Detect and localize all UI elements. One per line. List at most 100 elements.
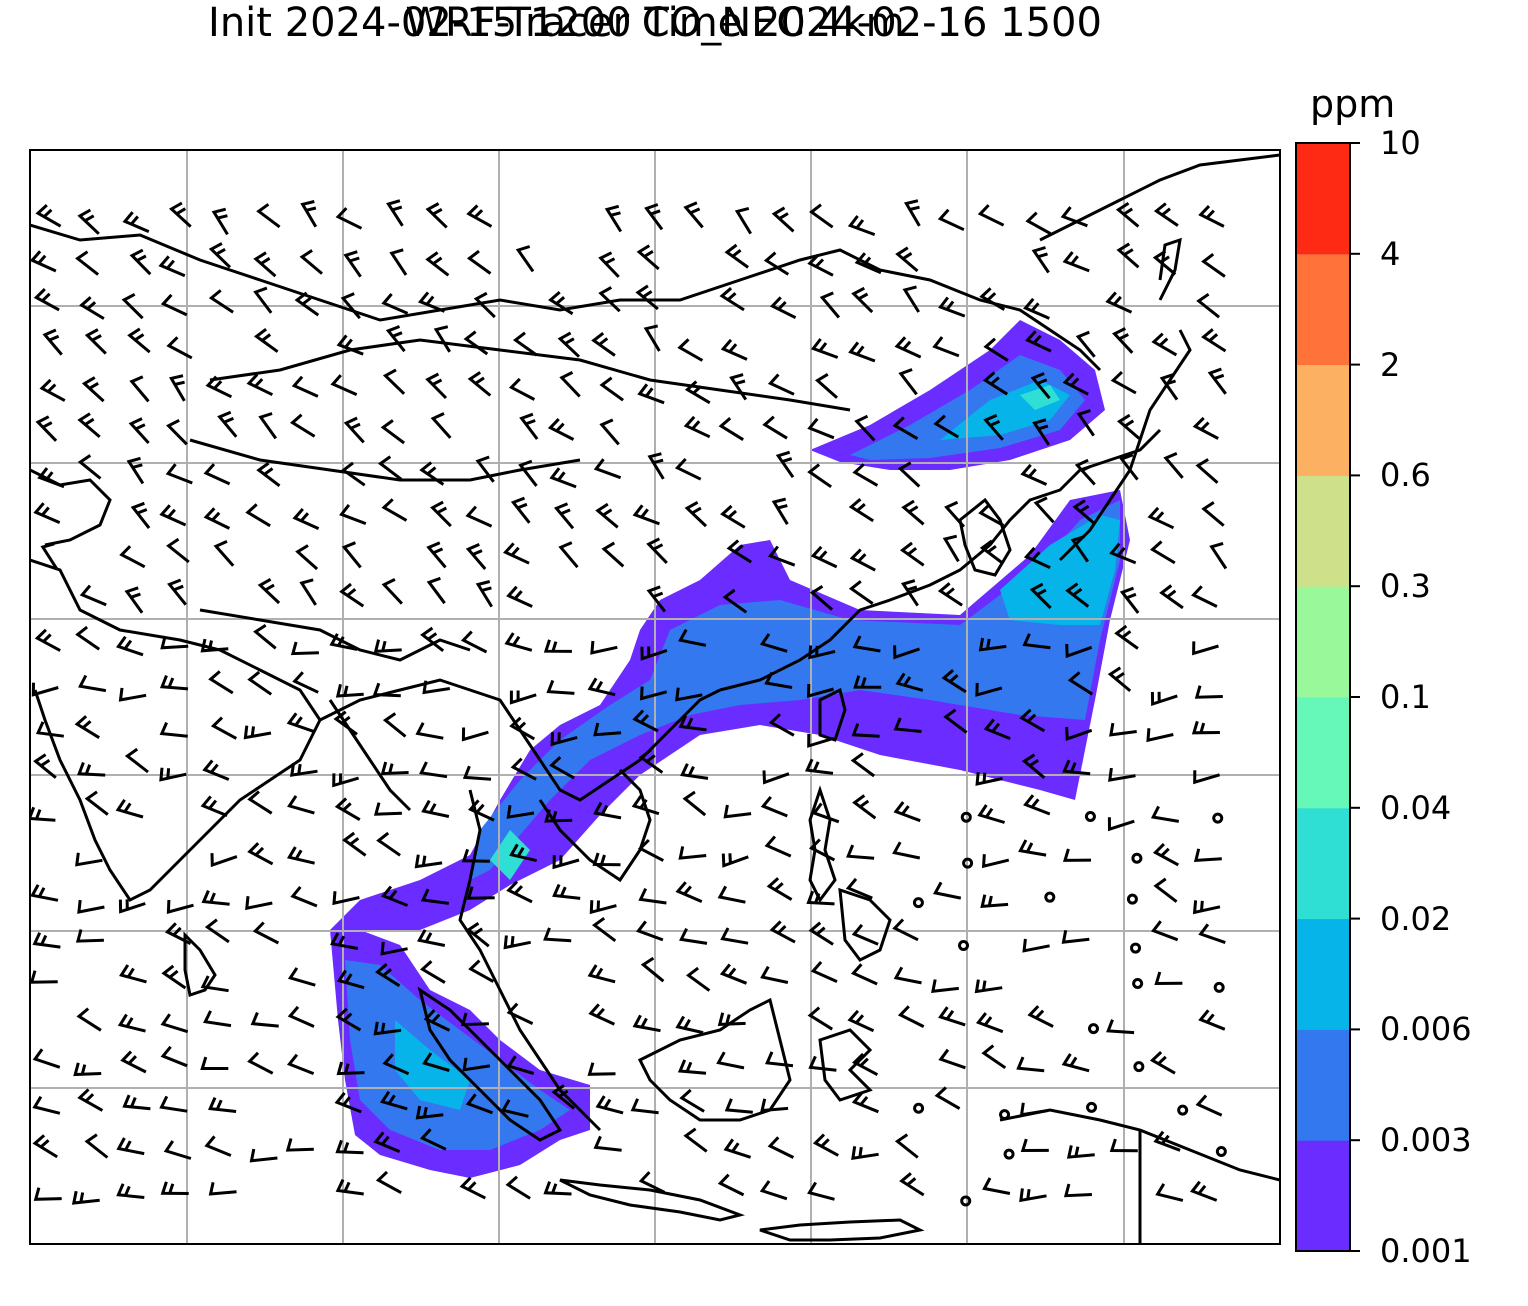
wind-barb: [208, 670, 234, 695]
wind-barb: [334, 1091, 362, 1114]
wind-barb: [895, 672, 924, 692]
wind-barb: [32, 1134, 58, 1159]
wind-barb: [509, 843, 538, 863]
wind-barb: [1195, 1094, 1223, 1117]
wind-barb: [466, 204, 493, 228]
wind-barb: [335, 1007, 362, 1032]
wind-barb: [385, 325, 406, 353]
wind-barb: [1060, 206, 1088, 228]
wind-barb: [468, 799, 495, 822]
wind-barb: [854, 252, 882, 275]
wind-barb: [119, 545, 146, 569]
wind-barb: [330, 374, 358, 396]
wind-barb: [208, 1097, 237, 1113]
wind-barb: [1109, 1138, 1138, 1153]
wind-barb: [253, 251, 277, 278]
wind-barb: [200, 975, 229, 993]
wind-barb: [509, 690, 537, 705]
wind-barb: [1070, 535, 1090, 563]
wind-barb: [287, 1005, 315, 1028]
wind-barb: [290, 885, 318, 908]
wind-barb: [1191, 585, 1218, 608]
wind-barb: [77, 1088, 104, 1112]
wind-barb: [425, 251, 450, 277]
wind-barb: [549, 467, 577, 489]
wind-barb: [473, 291, 496, 319]
wind-barb: [289, 413, 316, 438]
calm-wind-marker: [913, 1102, 925, 1114]
wind-barb: [807, 417, 835, 440]
wind-barb: [30, 806, 56, 822]
wind-barb: [342, 831, 367, 857]
wind-barb: [807, 733, 835, 748]
wind-barb: [247, 1051, 274, 1075]
wind-barb: [764, 671, 793, 689]
wind-barb: [292, 671, 319, 694]
wind-barb: [515, 245, 535, 273]
wind-barb: [895, 246, 919, 273]
wind-barb: [943, 708, 968, 734]
wind-barb: [1019, 708, 1046, 733]
wind-barb: [286, 712, 315, 733]
wind-barb: [632, 1014, 661, 1033]
wind-barb: [1072, 499, 1096, 525]
wind-barb: [122, 211, 150, 233]
wind-barb: [115, 798, 144, 819]
wind-barb: [850, 963, 878, 986]
coastlines: [30, 153, 1280, 1244]
wind-barb: [1192, 416, 1219, 440]
wind-barb: [381, 578, 403, 605]
wind-barb: [640, 686, 668, 701]
wind-barb: [675, 1015, 704, 1035]
wind-barb: [84, 790, 109, 816]
wind-barb: [167, 578, 187, 606]
calm-wind-marker: [1126, 893, 1138, 905]
wind-barb: [121, 292, 144, 320]
wind-barb: [504, 632, 533, 652]
wind-barb: [760, 1098, 789, 1113]
wind-barb: [683, 201, 704, 229]
wind-barb: [592, 852, 621, 867]
wind-barb: [548, 290, 574, 316]
wind-barb: [635, 920, 664, 942]
wind-barb: [201, 890, 230, 906]
wind-barb: [165, 463, 193, 485]
wind-barb: [1065, 643, 1093, 659]
calm-wind-marker: [960, 811, 972, 823]
wind-barb: [503, 935, 531, 950]
wind-barb: [158, 255, 186, 278]
wind-barb: [160, 1181, 189, 1195]
wind-barb: [720, 338, 748, 361]
wind-barb: [1193, 770, 1221, 785]
wind-barb: [679, 1088, 705, 1113]
wind-barb: [1116, 242, 1140, 269]
wind-barb: [593, 722, 622, 737]
wind-barb: [1201, 253, 1226, 278]
wind-barb: [250, 1012, 279, 1028]
wind-barb: [461, 727, 489, 742]
wind-barb: [811, 802, 840, 824]
wind-barb: [1198, 1009, 1226, 1031]
wind-barb: [590, 640, 618, 655]
wind-barb: [77, 208, 100, 235]
wind-barb: [336, 1061, 365, 1076]
wind-barb: [419, 1128, 447, 1151]
wind-barb: [286, 1053, 315, 1075]
wind-barb: [460, 630, 488, 654]
wind-barb: [77, 761, 106, 777]
calm-wind-marker: [1133, 1061, 1145, 1073]
wind-barb: [1023, 546, 1051, 569]
wind-barb: [335, 1139, 364, 1155]
wind-barb: [1107, 666, 1132, 693]
wind-barb: [932, 881, 962, 900]
wind-barb: [77, 454, 102, 480]
wind-barb: [1209, 541, 1228, 570]
wind-barb: [300, 200, 318, 228]
calm-wind-marker: [999, 1109, 1011, 1121]
colorbar-segment: [1296, 1029, 1350, 1141]
wind-barb: [599, 376, 624, 402]
calm-wind-marker: [1130, 942, 1142, 954]
wind-barb: [160, 293, 188, 317]
wind-barb: [243, 725, 272, 740]
wind-barb: [380, 885, 409, 907]
